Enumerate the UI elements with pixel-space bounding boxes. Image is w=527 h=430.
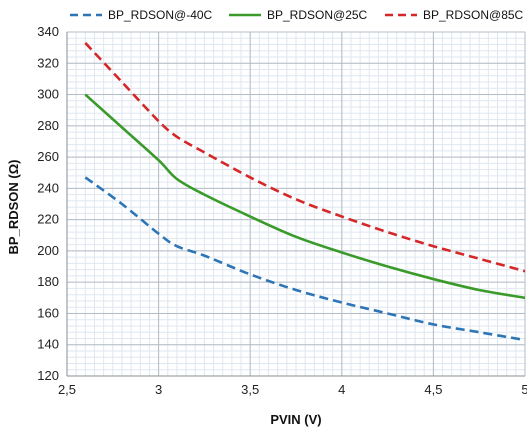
y-tick-label: 240	[37, 180, 59, 195]
y-tick-label: 340	[37, 24, 59, 39]
x-tick-label: 3,5	[241, 382, 259, 397]
legend-label: BP_RDSON@-40C	[108, 8, 213, 22]
series-line-bp-rdson-25c	[84, 93, 526, 300]
y-tick-label: 200	[37, 243, 59, 258]
y-tick-label: 220	[37, 212, 59, 227]
legend: BP_RDSON@-40C BP_RDSON@25C BP_RDSON@85C	[70, 8, 524, 22]
x-tick-label: 3	[155, 382, 162, 397]
x-tick-label: 5	[521, 382, 527, 397]
series-line-bp-rdson-85c	[84, 42, 526, 273]
x-tick-label: 4	[338, 382, 345, 397]
grid	[66, 31, 526, 377]
y-tick-label: 140	[37, 337, 59, 352]
y-tick-label: 160	[37, 305, 59, 320]
y-tick-label: 180	[37, 274, 59, 289]
y-tick-label: 320	[37, 55, 59, 70]
y-tick-label: 300	[37, 87, 59, 102]
y-axis-title: BP_RDSON (Ω)	[6, 160, 21, 255]
y-tick-label: 120	[37, 368, 59, 383]
y-tick-label: 260	[37, 149, 59, 164]
series-line-bp-rdson-40c	[84, 176, 526, 342]
axes: 2,5 3 3,5 4 4,5 5 120 140 160 180 200 220 240 260 280 3…	[37, 24, 527, 397]
series-lines	[84, 42, 526, 342]
x-axis-title: PVIN (V)	[270, 412, 321, 427]
legend-label: BP_RDSON@85C	[423, 8, 524, 22]
y-tick-label: 280	[37, 118, 59, 133]
legend-label: BP_RDSON@25C	[267, 8, 368, 22]
x-tick-label: 2,5	[58, 382, 76, 397]
x-tick-label: 4,5	[424, 382, 442, 397]
